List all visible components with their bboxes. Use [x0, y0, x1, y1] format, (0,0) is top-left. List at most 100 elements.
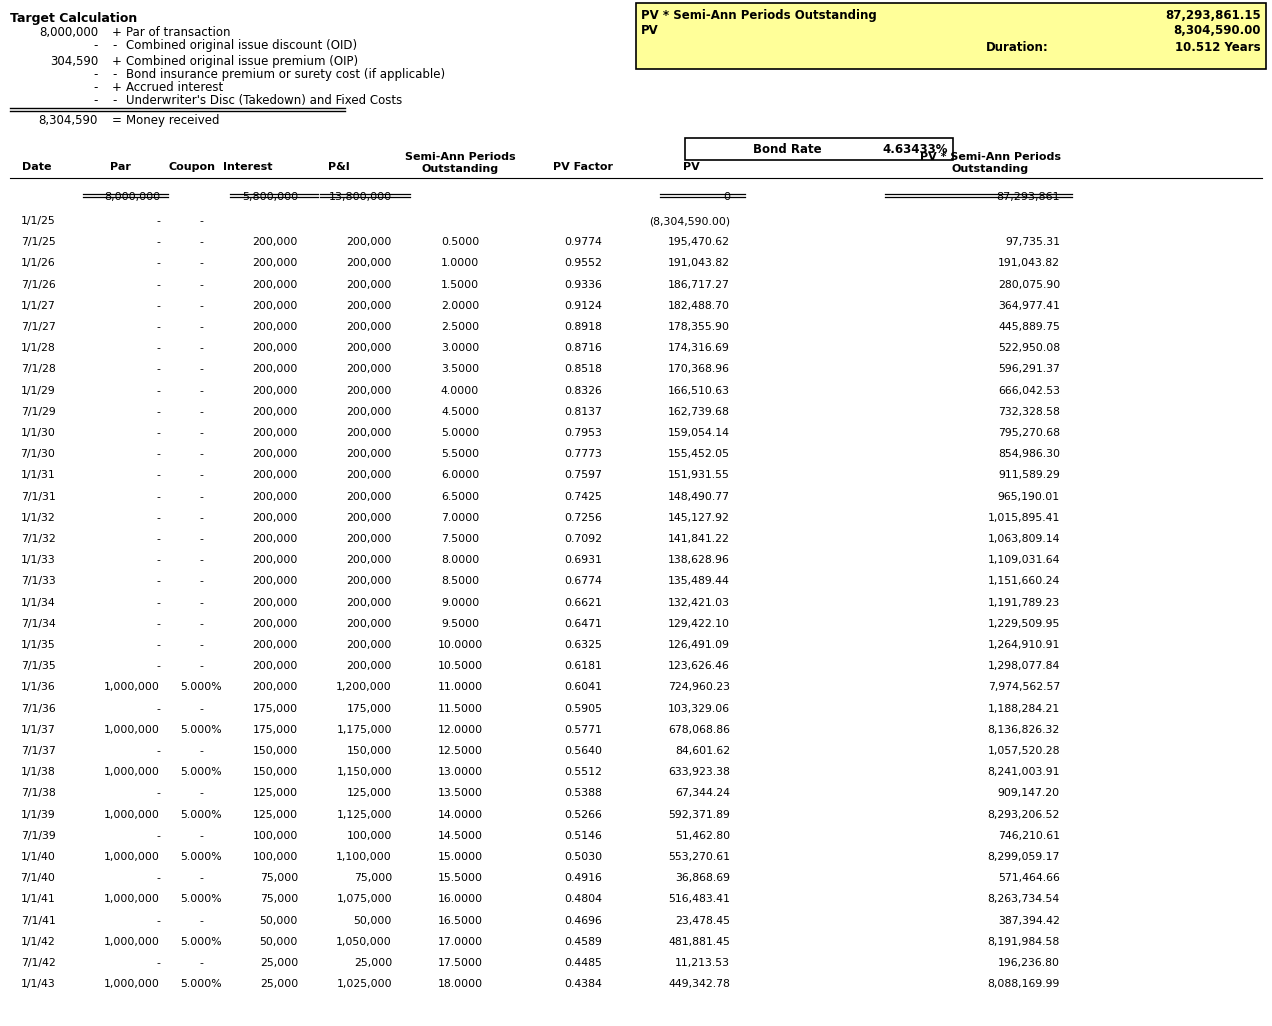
- Text: -: -: [156, 555, 160, 565]
- Text: 0.8326: 0.8326: [563, 386, 602, 396]
- Text: 854,986.30: 854,986.30: [999, 449, 1060, 460]
- Text: 200,000: 200,000: [347, 344, 392, 353]
- Text: -: -: [198, 534, 204, 544]
- Text: Par of transaction: Par of transaction: [126, 26, 230, 39]
- Text: 1,063,809.14: 1,063,809.14: [987, 534, 1060, 544]
- Text: 174,316.69: 174,316.69: [668, 344, 730, 353]
- Text: -: -: [112, 39, 116, 52]
- Text: 1,057,520.28: 1,057,520.28: [987, 746, 1060, 756]
- Text: 7/1/40: 7/1/40: [20, 873, 56, 883]
- Text: 1,000,000: 1,000,000: [104, 767, 160, 778]
- Text: Combined original issue discount (OID): Combined original issue discount (OID): [126, 39, 357, 52]
- Text: 200,000: 200,000: [253, 619, 298, 629]
- Text: 2.5000: 2.5000: [441, 322, 480, 332]
- Text: 9.0000: 9.0000: [441, 597, 480, 607]
- Text: 200,000: 200,000: [253, 597, 298, 607]
- Text: 10.0000: 10.0000: [438, 640, 482, 650]
- Text: 25,000: 25,000: [354, 958, 392, 968]
- Text: 25,000: 25,000: [259, 958, 298, 968]
- Text: 7,974,562.57: 7,974,562.57: [988, 682, 1060, 693]
- Text: 200,000: 200,000: [253, 364, 298, 374]
- Text: 1/1/26: 1/1/26: [20, 259, 56, 269]
- Text: 5.0000: 5.0000: [441, 428, 480, 438]
- Text: -: -: [198, 788, 204, 798]
- Text: 633,923.38: 633,923.38: [668, 767, 730, 778]
- Text: 7/1/29: 7/1/29: [20, 406, 56, 417]
- Text: 196,236.80: 196,236.80: [999, 958, 1060, 968]
- Text: 1/1/31: 1/1/31: [20, 470, 56, 480]
- Text: +: +: [112, 55, 122, 68]
- Text: 200,000: 200,000: [253, 513, 298, 523]
- Text: -: -: [156, 491, 160, 502]
- Text: 8,191,984.58: 8,191,984.58: [988, 937, 1060, 947]
- Text: 11.0000: 11.0000: [438, 682, 482, 693]
- Text: 0.5000: 0.5000: [441, 237, 480, 247]
- Text: 7/1/36: 7/1/36: [20, 704, 56, 714]
- Text: 18.0000: 18.0000: [438, 979, 482, 989]
- Text: 0.4384: 0.4384: [563, 979, 602, 989]
- Text: -: -: [198, 915, 204, 925]
- Text: -: -: [198, 216, 204, 226]
- Text: 1,000,000: 1,000,000: [104, 979, 160, 989]
- Text: 200,000: 200,000: [347, 280, 392, 289]
- Text: 0.6931: 0.6931: [563, 555, 602, 565]
- Text: -: -: [198, 831, 204, 840]
- Text: 200,000: 200,000: [253, 428, 298, 438]
- Text: 7/1/42: 7/1/42: [20, 958, 56, 968]
- Text: -: -: [156, 301, 160, 311]
- Text: 200,000: 200,000: [347, 301, 392, 311]
- Text: 553,270.61: 553,270.61: [668, 852, 730, 862]
- Text: 1/1/36: 1/1/36: [20, 682, 56, 693]
- Text: -: -: [156, 364, 160, 374]
- Text: 1,109,031.64: 1,109,031.64: [987, 555, 1060, 565]
- Text: 200,000: 200,000: [253, 577, 298, 587]
- Text: -: -: [198, 322, 204, 332]
- Text: 1,000,000: 1,000,000: [104, 852, 160, 862]
- Text: -: -: [156, 237, 160, 247]
- Text: 0.5146: 0.5146: [563, 831, 602, 840]
- Text: -: -: [198, 449, 204, 460]
- Text: 0.8716: 0.8716: [563, 344, 602, 353]
- Text: -: -: [94, 94, 98, 107]
- Text: -: -: [156, 958, 160, 968]
- Text: -: -: [198, 301, 204, 311]
- Text: 280,075.90: 280,075.90: [997, 280, 1060, 289]
- Text: 175,000: 175,000: [253, 724, 298, 735]
- Text: 186,717.27: 186,717.27: [668, 280, 730, 289]
- Text: 170,368.96: 170,368.96: [668, 364, 730, 374]
- Text: 200,000: 200,000: [253, 640, 298, 650]
- Text: -: -: [198, 259, 204, 269]
- Text: 666,042.53: 666,042.53: [999, 386, 1060, 396]
- Text: -: -: [198, 428, 204, 438]
- Text: 5.000%: 5.000%: [181, 895, 221, 904]
- Text: 596,291.37: 596,291.37: [999, 364, 1060, 374]
- Text: 1/1/37: 1/1/37: [20, 724, 56, 735]
- Text: 0.4589: 0.4589: [563, 937, 602, 947]
- Text: 125,000: 125,000: [253, 788, 298, 798]
- Text: -: -: [198, 746, 204, 756]
- Text: 1/1/39: 1/1/39: [20, 810, 56, 820]
- Text: 1/1/33: 1/1/33: [20, 555, 56, 565]
- Text: 25,000: 25,000: [259, 979, 298, 989]
- Text: 0.7597: 0.7597: [563, 470, 602, 480]
- Text: 1,000,000: 1,000,000: [104, 937, 160, 947]
- Bar: [636, 3, 1266, 69]
- Text: 516,483.41: 516,483.41: [668, 895, 730, 904]
- Text: 13.0000: 13.0000: [438, 767, 482, 778]
- Text: 522,950.08: 522,950.08: [997, 344, 1060, 353]
- Text: -: -: [198, 344, 204, 353]
- Text: 200,000: 200,000: [347, 364, 392, 374]
- Text: 87,293,861.15: 87,293,861.15: [1165, 9, 1261, 22]
- Text: -: -: [156, 640, 160, 650]
- Text: 150,000: 150,000: [347, 746, 392, 756]
- Text: 1,229,509.95: 1,229,509.95: [987, 619, 1060, 629]
- Text: -: -: [198, 640, 204, 650]
- Text: 1,075,000: 1,075,000: [336, 895, 392, 904]
- Text: -: -: [112, 94, 116, 107]
- Text: Par: Par: [109, 162, 131, 172]
- Text: 13,800,000: 13,800,000: [329, 192, 392, 202]
- Text: 1,200,000: 1,200,000: [336, 682, 392, 693]
- Text: 9.5000: 9.5000: [441, 619, 480, 629]
- Text: 8,088,169.99: 8,088,169.99: [987, 979, 1060, 989]
- Text: -: -: [198, 661, 204, 671]
